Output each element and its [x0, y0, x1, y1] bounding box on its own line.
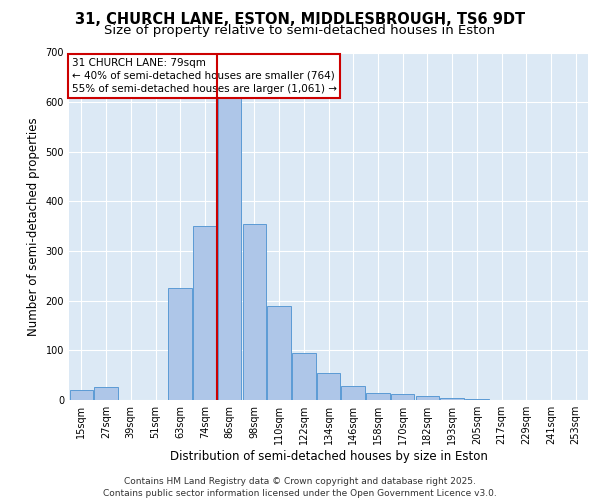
- Bar: [268, 306, 291, 400]
- Text: 31, CHURCH LANE, ESTON, MIDDLESBROUGH, TS6 9DT: 31, CHURCH LANE, ESTON, MIDDLESBROUGH, T…: [75, 12, 525, 28]
- Bar: [70, 390, 93, 400]
- Bar: [440, 398, 464, 400]
- Bar: [94, 386, 118, 400]
- Text: 31 CHURCH LANE: 79sqm
← 40% of semi-detached houses are smaller (764)
55% of sem: 31 CHURCH LANE: 79sqm ← 40% of semi-deta…: [71, 58, 337, 94]
- Bar: [391, 394, 415, 400]
- Bar: [317, 372, 340, 400]
- Bar: [193, 226, 217, 400]
- Bar: [341, 386, 365, 400]
- Bar: [169, 288, 192, 400]
- Bar: [366, 392, 389, 400]
- Bar: [416, 396, 439, 400]
- X-axis label: Distribution of semi-detached houses by size in Eston: Distribution of semi-detached houses by …: [170, 450, 487, 463]
- Bar: [465, 399, 488, 400]
- Y-axis label: Number of semi-detached properties: Number of semi-detached properties: [27, 117, 40, 336]
- Bar: [218, 92, 241, 400]
- Text: Contains HM Land Registry data © Crown copyright and database right 2025.
Contai: Contains HM Land Registry data © Crown c…: [103, 476, 497, 498]
- Bar: [242, 224, 266, 400]
- Text: Size of property relative to semi-detached houses in Eston: Size of property relative to semi-detach…: [104, 24, 496, 37]
- Bar: [292, 353, 316, 400]
